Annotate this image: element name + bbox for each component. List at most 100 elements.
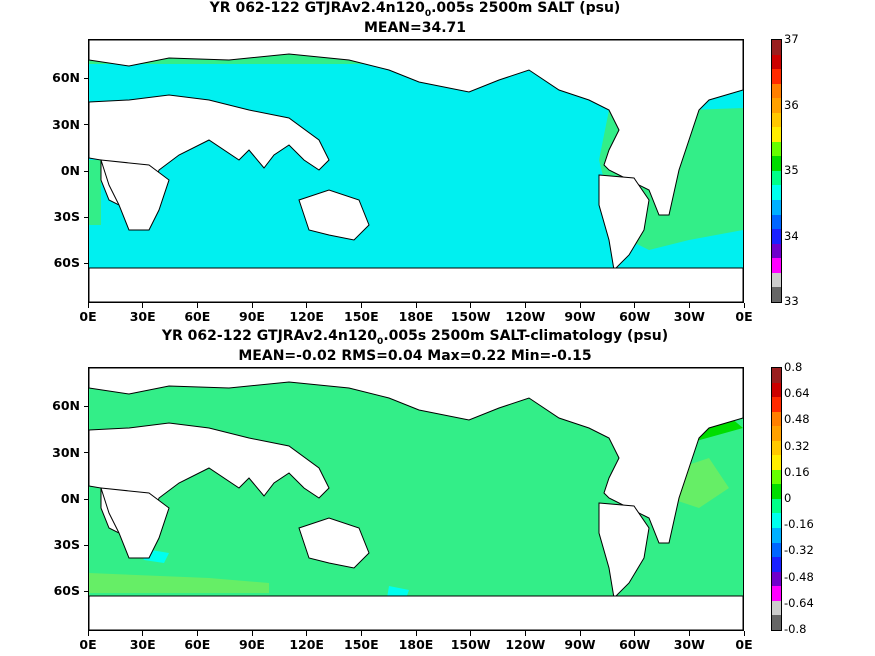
y-label: 60N: [52, 70, 80, 85]
y-tick: [84, 545, 89, 546]
colorbar-label: 35: [784, 163, 799, 177]
x-label: 120W: [505, 309, 546, 324]
x-label: 180E: [398, 637, 434, 652]
colorbar-segment: [772, 615, 781, 630]
y-tick: [84, 499, 89, 500]
africa: [100, 159, 170, 231]
colorbar-label: -0.8: [784, 622, 807, 636]
colorbar-label: 0.64: [784, 386, 810, 401]
x-tick: [87, 631, 89, 636]
africa: [100, 487, 170, 559]
colorbar-segment: [772, 411, 781, 427]
y-label: 0N: [60, 491, 80, 506]
y-label: 60N: [52, 398, 80, 413]
colorbar-segment: [772, 513, 781, 529]
panel1-title: YR 062-122 GTJRAv2.4n1200.005s 2500m SAL…: [209, 0, 621, 19]
x-label: 60W: [619, 309, 651, 324]
x-tick: [634, 631, 636, 636]
x-label: 30W: [673, 637, 705, 652]
x-tick: [87, 303, 89, 308]
y-tick: [84, 124, 89, 125]
x-tick: [196, 303, 198, 308]
colorbar-label: 0.16: [784, 464, 810, 479]
x-tick: [415, 631, 417, 636]
x-tick: [415, 303, 417, 308]
x-tick: [306, 303, 308, 308]
panel2-subtitle: MEAN=-0.02 RMS=0.04 Max=0.22 Min=-0.15: [238, 348, 592, 364]
south-america: [598, 502, 650, 600]
colorbar-segment: [772, 258, 781, 273]
x-tick: [743, 631, 745, 636]
land-masses: [89, 368, 743, 630]
y-label: 30N: [52, 445, 80, 460]
colorbar-segment: [772, 112, 781, 128]
y-tick: [84, 217, 89, 218]
colorbar-segment: [772, 141, 781, 157]
colorbar-segment: [772, 528, 781, 543]
colorbar-segment: [772, 571, 781, 587]
north-land: [89, 40, 743, 216]
panel1-map-svg: [89, 40, 743, 302]
x-label: 0E: [735, 309, 753, 324]
colorbar-segment: [772, 440, 781, 456]
colorbar-segment: [772, 469, 781, 485]
y-tick: [84, 263, 89, 264]
x-label: 150E: [344, 637, 379, 652]
x-label: 150E: [344, 309, 379, 324]
colorbar-label: 0.32: [784, 438, 810, 453]
x-label: 30E: [129, 637, 156, 652]
panel1-subtitle: MEAN=34.71: [363, 20, 467, 36]
colorbar-segment: [772, 69, 781, 84]
colorbar-segment: [772, 426, 781, 441]
x-tick: [360, 631, 362, 636]
x-tick: [142, 631, 144, 636]
x-tick: [360, 303, 362, 308]
colorbar-segment: [772, 214, 781, 230]
colorbar-label: -0.32: [784, 543, 814, 558]
y-tick: [84, 406, 89, 407]
colorbar-label: 33: [784, 294, 799, 308]
colorbar-segment: [772, 484, 781, 499]
y-label: 30N: [52, 117, 80, 132]
colorbar-segment: [772, 498, 781, 514]
panel2-colorbar: [771, 367, 782, 631]
x-tick: [470, 631, 472, 636]
panel1-map: [88, 39, 744, 303]
colorbar-segment: [772, 272, 781, 288]
y-tick: [84, 78, 89, 79]
colorbar-segment: [772, 455, 781, 470]
land-masses: [89, 40, 743, 302]
anomaly-patch-positive: [89, 573, 269, 593]
colorbar-segment: [772, 600, 781, 616]
x-label: 60W: [619, 637, 651, 652]
colorbar-segment: [772, 243, 781, 259]
colorbar-label: 0.48: [784, 412, 810, 427]
x-tick: [524, 303, 526, 308]
y-tick: [84, 591, 89, 592]
colorbar-segment: [772, 40, 781, 55]
panel2-map-svg: [89, 368, 743, 630]
colorbar-label: 37: [784, 32, 799, 46]
x-label: 60E: [184, 637, 211, 652]
x-tick: [196, 631, 198, 636]
y-label: 0N: [60, 163, 80, 178]
colorbar-label: -0.64: [784, 595, 814, 610]
x-tick: [524, 631, 526, 636]
x-label: 150W: [450, 637, 491, 652]
colorbar-label: 34: [784, 228, 799, 243]
x-label: 150W: [450, 309, 491, 324]
x-tick: [306, 631, 308, 636]
colorbar-label: 0.8: [784, 360, 803, 374]
colorbar-segment: [772, 170, 781, 186]
x-label: 90E: [239, 309, 265, 324]
x-label: 30E: [129, 309, 156, 324]
x-label: 120W: [505, 637, 546, 652]
antarctica: [89, 595, 743, 630]
colorbar-segment: [772, 98, 781, 113]
x-label: 180E: [398, 309, 434, 324]
y-label: 30S: [53, 537, 80, 552]
x-label: 0E: [79, 309, 97, 324]
x-tick: [251, 631, 253, 636]
south-america: [598, 174, 650, 272]
x-tick: [579, 303, 581, 308]
